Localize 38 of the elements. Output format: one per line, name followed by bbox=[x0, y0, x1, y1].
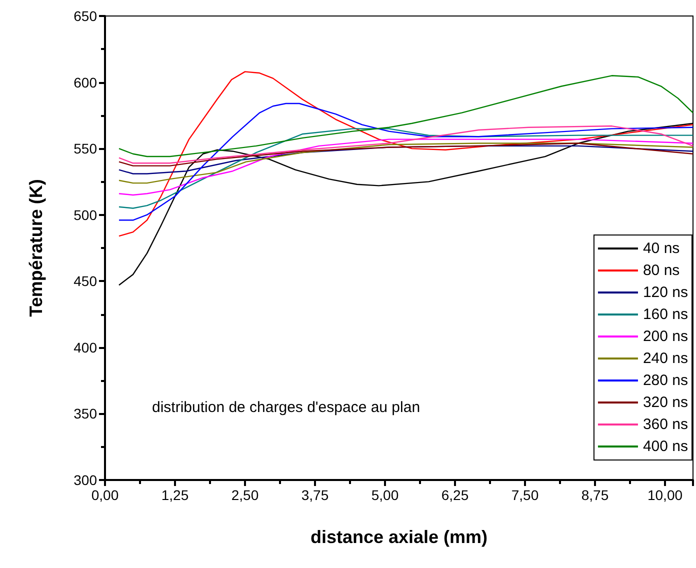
line-series bbox=[118, 142, 694, 166]
y-tick-label: 600 bbox=[74, 74, 98, 90]
legend-label: 400 ns bbox=[642, 438, 688, 455]
legend-label: 320 ns bbox=[642, 394, 688, 411]
line-series bbox=[118, 102, 694, 221]
line-series bbox=[118, 138, 694, 196]
y-axis-title: Température (K) bbox=[26, 179, 46, 317]
y-tick-label: 400 bbox=[74, 339, 98, 356]
x-tick-label: 1,25 bbox=[161, 487, 189, 503]
legend-label: 40 ns bbox=[642, 240, 680, 257]
x-tick-label: 2,50 bbox=[231, 487, 259, 503]
y-tick-label: 350 bbox=[74, 406, 98, 422]
legend-label: 240 ns bbox=[642, 350, 688, 367]
line-series bbox=[118, 125, 694, 164]
x-tick-label: 8,75 bbox=[581, 487, 609, 503]
x-tick-label: 0,00 bbox=[91, 487, 119, 503]
line-series bbox=[118, 128, 694, 209]
line-series bbox=[118, 71, 694, 237]
annotation: distribution de charges d'espace au plan bbox=[152, 399, 420, 416]
y-tick-label: 550 bbox=[74, 140, 98, 157]
legend-label: 160 ns bbox=[642, 306, 688, 323]
legend-label: 360 ns bbox=[642, 416, 688, 433]
line-series bbox=[118, 142, 694, 184]
legend-label: 120 ns bbox=[642, 284, 688, 301]
x-tick-label: 3,75 bbox=[301, 487, 329, 503]
x-tick-label: 7,50 bbox=[511, 487, 539, 503]
x-tick-label: 5,00 bbox=[371, 487, 399, 503]
x-tick-label: 6,25 bbox=[441, 487, 469, 503]
x-axis-title: distance axiale (mm) bbox=[310, 527, 488, 547]
y-tick-label: 650 bbox=[74, 8, 98, 24]
legend-label: 280 ns bbox=[642, 372, 688, 389]
line-series bbox=[118, 75, 694, 158]
legend-label: 80 ns bbox=[642, 262, 680, 279]
y-tick-label: 500 bbox=[74, 206, 98, 223]
y-tick-label: 300 bbox=[74, 472, 98, 488]
legend-label: 200 ns bbox=[642, 328, 688, 345]
y-tick-label: 450 bbox=[74, 273, 98, 290]
x-tick-label: 10,00 bbox=[647, 487, 683, 503]
